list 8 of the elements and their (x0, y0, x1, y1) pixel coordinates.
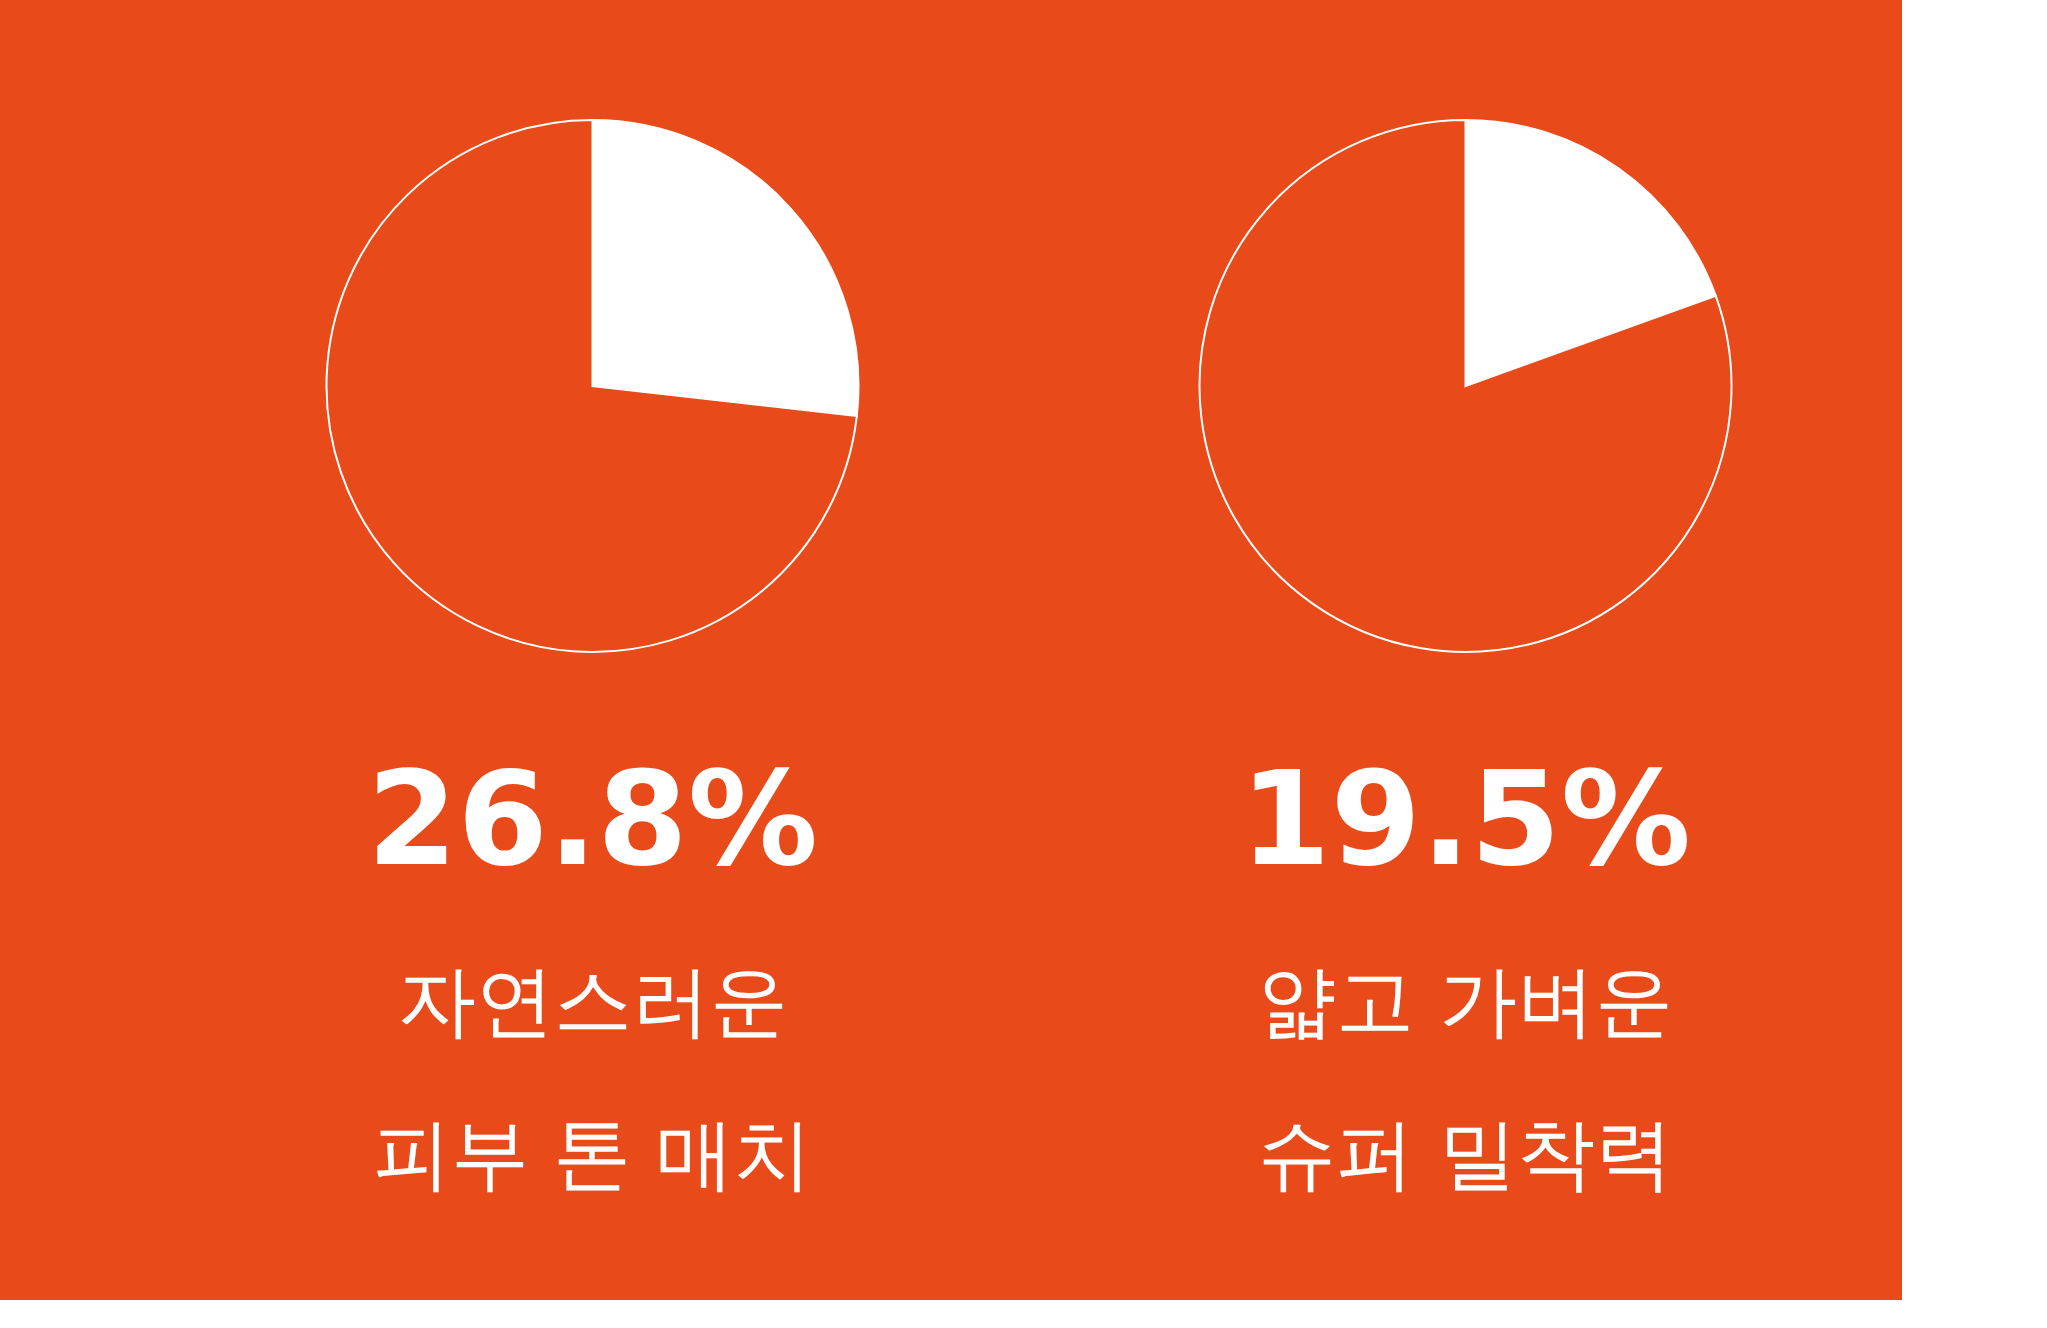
text: 피부 톤 매치 (372, 1109, 813, 1199)
text: 26.8% (366, 743, 819, 895)
text: 19.5% (1239, 743, 1692, 895)
text: 슈퍼 밀착력 (1258, 1109, 1673, 1199)
text: 자연스러운 (397, 956, 788, 1046)
text: 얇고 가벼운 (1258, 956, 1673, 1046)
pie-slice (1198, 119, 1733, 653)
pie-slice (325, 119, 858, 653)
